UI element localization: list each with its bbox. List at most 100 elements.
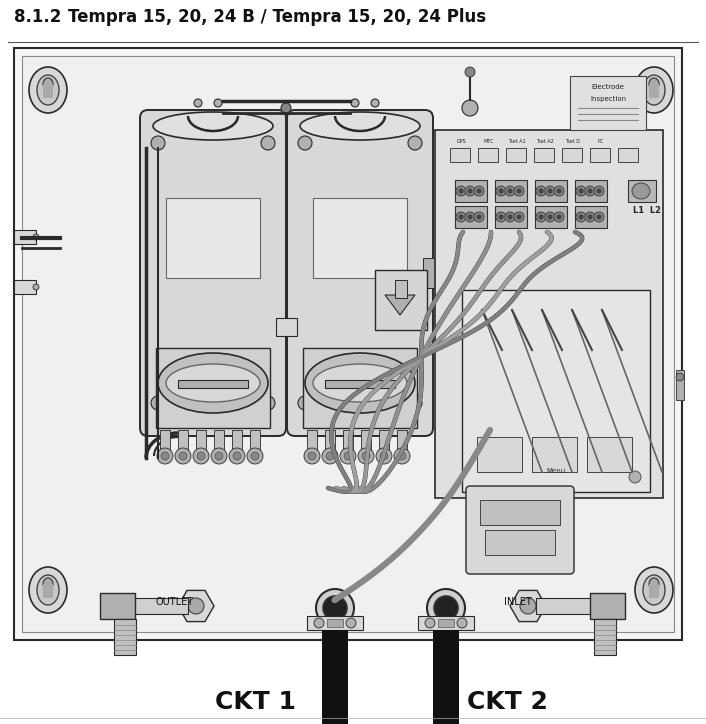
Circle shape: [398, 452, 406, 460]
Bar: [575, 180, 607, 202]
Circle shape: [505, 186, 515, 196]
Ellipse shape: [43, 578, 53, 590]
Bar: [478, 148, 498, 162]
Bar: [536, 598, 594, 614]
Circle shape: [380, 452, 388, 460]
Text: Inspection: Inspection: [590, 96, 626, 102]
Circle shape: [281, 103, 291, 113]
Bar: [590, 593, 625, 619]
Ellipse shape: [643, 75, 665, 105]
Ellipse shape: [316, 589, 354, 627]
Bar: [649, 84, 659, 98]
Bar: [114, 619, 136, 655]
Bar: [178, 430, 188, 452]
Circle shape: [233, 452, 241, 460]
Bar: [480, 500, 560, 525]
Ellipse shape: [166, 364, 260, 402]
Bar: [532, 437, 577, 472]
Bar: [250, 430, 260, 452]
FancyBboxPatch shape: [156, 348, 270, 428]
Circle shape: [496, 186, 506, 196]
Circle shape: [539, 188, 544, 193]
Circle shape: [215, 452, 223, 460]
Circle shape: [161, 452, 169, 460]
Bar: [455, 206, 487, 228]
Bar: [43, 84, 53, 98]
Circle shape: [458, 188, 464, 193]
Circle shape: [496, 212, 506, 222]
Circle shape: [474, 186, 484, 196]
Text: Tset D: Tset D: [566, 139, 580, 144]
Bar: [423, 258, 435, 288]
Circle shape: [514, 212, 524, 222]
Bar: [418, 616, 474, 630]
Circle shape: [261, 136, 275, 150]
Circle shape: [474, 212, 484, 222]
Circle shape: [576, 186, 586, 196]
Circle shape: [585, 186, 595, 196]
Bar: [130, 598, 188, 614]
Circle shape: [539, 214, 544, 219]
Bar: [649, 584, 659, 598]
Circle shape: [261, 396, 275, 410]
Circle shape: [314, 618, 324, 628]
Circle shape: [578, 214, 583, 219]
Circle shape: [477, 214, 481, 219]
Ellipse shape: [635, 67, 673, 113]
Circle shape: [465, 67, 475, 77]
Circle shape: [33, 284, 39, 290]
Circle shape: [322, 448, 338, 464]
Circle shape: [344, 452, 352, 460]
Circle shape: [458, 214, 464, 219]
Circle shape: [456, 186, 466, 196]
Polygon shape: [385, 295, 415, 315]
Bar: [587, 437, 632, 472]
Circle shape: [505, 212, 515, 222]
Circle shape: [456, 212, 466, 222]
Bar: [433, 630, 459, 724]
Circle shape: [462, 100, 478, 116]
Circle shape: [536, 212, 546, 222]
Text: DPS: DPS: [456, 139, 466, 144]
Circle shape: [298, 396, 312, 410]
Bar: [534, 148, 554, 162]
FancyBboxPatch shape: [22, 56, 674, 632]
Circle shape: [508, 214, 513, 219]
Circle shape: [175, 448, 191, 464]
Ellipse shape: [37, 575, 59, 605]
FancyBboxPatch shape: [466, 486, 574, 574]
Bar: [379, 430, 389, 452]
Circle shape: [188, 598, 204, 614]
Circle shape: [151, 136, 165, 150]
Circle shape: [298, 136, 312, 150]
Circle shape: [465, 186, 475, 196]
Ellipse shape: [632, 183, 650, 199]
Circle shape: [193, 448, 209, 464]
Circle shape: [547, 214, 553, 219]
Circle shape: [514, 186, 524, 196]
Ellipse shape: [649, 578, 659, 590]
Circle shape: [554, 186, 564, 196]
Bar: [450, 148, 470, 162]
Bar: [628, 180, 656, 202]
Ellipse shape: [305, 353, 415, 413]
FancyBboxPatch shape: [287, 110, 433, 436]
Circle shape: [194, 99, 202, 107]
Circle shape: [326, 452, 334, 460]
Circle shape: [179, 452, 187, 460]
Text: Tset A1: Tset A1: [508, 139, 526, 144]
FancyBboxPatch shape: [303, 348, 417, 428]
Circle shape: [498, 214, 503, 219]
Bar: [276, 318, 297, 336]
Circle shape: [376, 448, 392, 464]
Circle shape: [304, 448, 320, 464]
Bar: [313, 198, 407, 278]
Bar: [506, 148, 526, 162]
Text: OUTLET: OUTLET: [156, 597, 194, 607]
Bar: [594, 619, 616, 655]
Bar: [575, 206, 607, 228]
Bar: [570, 76, 646, 130]
Bar: [590, 148, 610, 162]
Bar: [676, 370, 684, 400]
Ellipse shape: [427, 589, 465, 627]
